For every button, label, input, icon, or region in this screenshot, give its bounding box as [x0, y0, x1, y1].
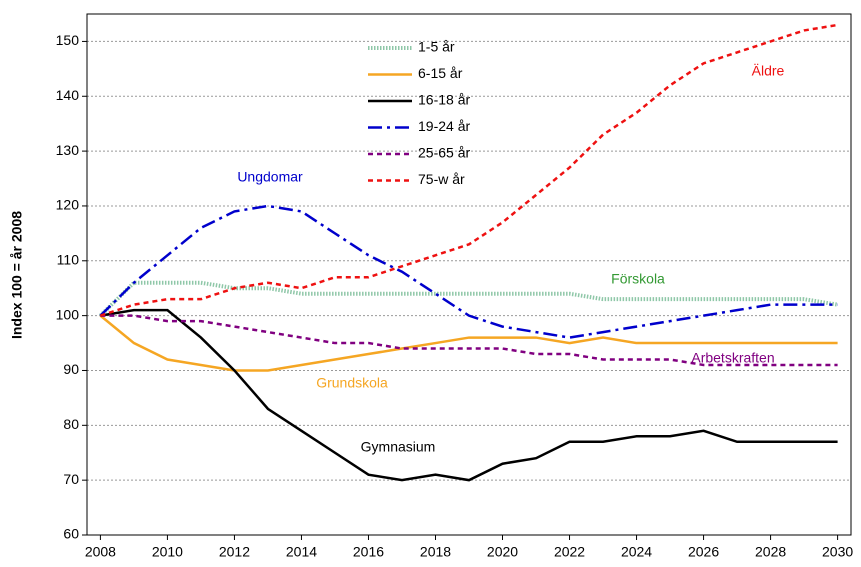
x-tick-label: 2020: [487, 544, 518, 560]
y-tick-label: 140: [56, 87, 80, 103]
legend-label: 1-5 år: [418, 39, 455, 55]
annotation: Gymnasium: [361, 439, 436, 455]
y-axis-label: Index 100 = år 2008: [9, 211, 25, 339]
legend-label: 75-w år: [418, 171, 465, 187]
series-line: [99, 314, 838, 372]
x-tick-label: 2030: [822, 544, 853, 560]
legend-label: 16-18 år: [418, 92, 470, 108]
x-tick-label: 2026: [688, 544, 719, 560]
y-tick-label: 130: [56, 142, 80, 158]
legend-label: 25-65 år: [418, 145, 470, 161]
x-tick-label: 2010: [152, 544, 183, 560]
y-tick-label: 120: [56, 197, 80, 213]
y-tick-label: 110: [57, 251, 80, 267]
annotation: Arbetskraften: [691, 350, 774, 366]
x-tick-label: 2024: [621, 544, 652, 560]
x-tick-label: 2008: [85, 544, 116, 560]
y-tick-label: 90: [63, 361, 79, 377]
x-tick-label: 2016: [353, 544, 384, 560]
y-tick-label: 60: [63, 526, 79, 542]
series-line: [100, 314, 838, 367]
y-tick-label: 150: [56, 32, 80, 48]
y-tick-label: 100: [56, 306, 80, 322]
annotation: Grundskola: [316, 375, 388, 391]
x-tick-label: 2012: [219, 544, 250, 560]
x-tick-label: 2022: [554, 544, 585, 560]
x-tick-label: 2018: [420, 544, 451, 560]
annotation: Äldre: [752, 63, 785, 79]
y-tick-label: 80: [63, 416, 79, 432]
annotation: Förskola: [611, 271, 665, 287]
x-tick-label: 2028: [755, 544, 786, 560]
legend-label: 6-15 år: [418, 65, 463, 81]
series-line: [100, 308, 838, 482]
series-line: [99, 280, 838, 318]
y-tick-label: 70: [63, 471, 79, 487]
plot-border: [86, 13, 852, 536]
x-tick-label: 2014: [286, 544, 317, 560]
series-line: [99, 204, 838, 339]
legend-label: 19-24 år: [418, 118, 470, 134]
annotation: Ungdomar: [237, 169, 303, 185]
series-line: [100, 23, 838, 317]
